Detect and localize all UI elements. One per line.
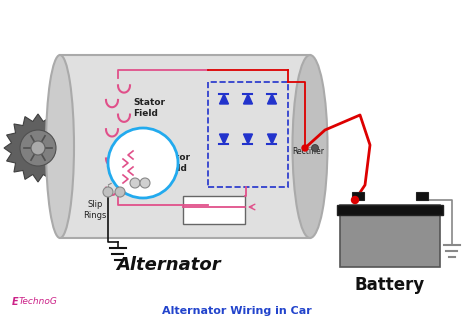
Text: Rotor
Field: Rotor Field	[162, 153, 190, 173]
Text: Battery: Battery	[355, 276, 425, 294]
Ellipse shape	[292, 55, 328, 238]
Text: TechnoG: TechnoG	[19, 297, 58, 307]
Polygon shape	[267, 134, 276, 144]
Ellipse shape	[46, 55, 74, 238]
Circle shape	[115, 187, 125, 197]
Polygon shape	[219, 94, 228, 104]
Polygon shape	[4, 114, 72, 182]
Circle shape	[302, 145, 308, 151]
Bar	[352, 192, 364, 200]
Circle shape	[31, 141, 45, 155]
Circle shape	[130, 178, 140, 188]
Text: Voltage
Regulator: Voltage Regulator	[192, 200, 236, 220]
Text: E: E	[12, 297, 18, 307]
Bar	[416, 192, 428, 200]
Text: Slip
Rings: Slip Rings	[83, 200, 107, 220]
Circle shape	[311, 144, 319, 151]
Bar	[60, 55, 310, 238]
Circle shape	[352, 196, 358, 203]
Circle shape	[140, 178, 150, 188]
Polygon shape	[267, 94, 276, 104]
Circle shape	[108, 128, 178, 198]
Text: Alternator Wiring in Car: Alternator Wiring in Car	[162, 306, 312, 316]
Polygon shape	[219, 134, 228, 144]
Polygon shape	[244, 134, 253, 144]
FancyBboxPatch shape	[183, 196, 245, 224]
Polygon shape	[244, 94, 253, 104]
Circle shape	[20, 130, 56, 166]
Text: Stator
Field: Stator Field	[133, 98, 165, 118]
Bar	[340, 205, 440, 267]
Bar	[337, 205, 443, 215]
Circle shape	[103, 187, 113, 197]
Text: Alternator: Alternator	[116, 256, 220, 274]
Text: Rectifier: Rectifier	[292, 148, 324, 157]
